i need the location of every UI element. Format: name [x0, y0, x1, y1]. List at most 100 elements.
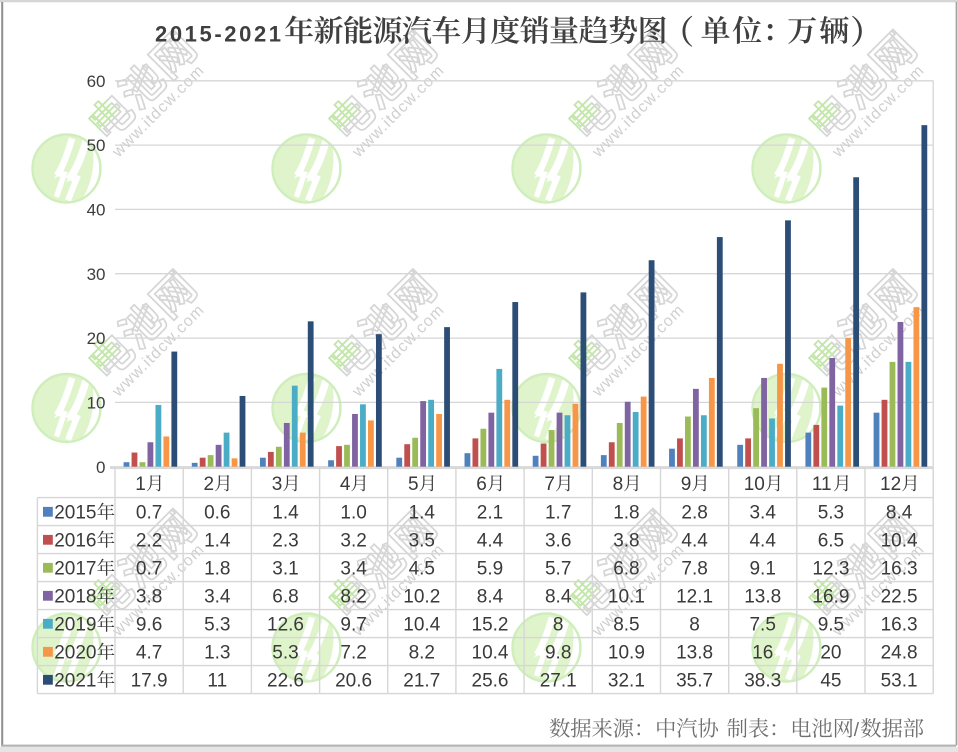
svg-text:2.8: 2.8 — [681, 502, 707, 523]
svg-text:1.4: 1.4 — [272, 502, 299, 523]
svg-text:2016: 2016 — [54, 530, 96, 551]
svg-text:9.8: 9.8 — [545, 642, 571, 663]
svg-text:8.2: 8.2 — [340, 586, 366, 607]
svg-text:4.4: 4.4 — [681, 530, 708, 551]
svg-text:9.6: 9.6 — [136, 614, 162, 635]
svg-text:8.4: 8.4 — [886, 502, 913, 523]
svg-text:8: 8 — [613, 474, 624, 495]
svg-text:60: 60 — [87, 72, 106, 91]
svg-text:38.3: 38.3 — [744, 670, 781, 691]
svg-text:1.0: 1.0 — [340, 502, 366, 523]
svg-text:5.3: 5.3 — [204, 614, 230, 635]
svg-text:1.4: 1.4 — [204, 530, 231, 551]
svg-text:1: 1 — [135, 474, 146, 495]
svg-text:2015-2021: 2015-2021 — [155, 21, 284, 46]
svg-text:16.3: 16.3 — [881, 614, 918, 635]
svg-text:50: 50 — [87, 136, 106, 155]
svg-text:15.2: 15.2 — [472, 614, 509, 635]
svg-text:5.3: 5.3 — [818, 502, 844, 523]
svg-text:8.2: 8.2 — [409, 642, 435, 663]
svg-text:16.9: 16.9 — [812, 586, 849, 607]
svg-text:13.8: 13.8 — [744, 586, 781, 607]
svg-text:3.2: 3.2 — [340, 530, 366, 551]
svg-text:35.7: 35.7 — [676, 670, 713, 691]
svg-text:12.3: 12.3 — [812, 558, 849, 579]
svg-text:6: 6 — [476, 474, 487, 495]
svg-text:3.6: 3.6 — [545, 530, 571, 551]
svg-text:7.2: 7.2 — [340, 642, 366, 663]
svg-text:27.1: 27.1 — [540, 670, 577, 691]
svg-text:12.6: 12.6 — [267, 614, 304, 635]
svg-text:3.4: 3.4 — [749, 502, 776, 523]
svg-text:3.1: 3.1 — [272, 558, 298, 579]
svg-text:2.3: 2.3 — [272, 530, 298, 551]
svg-text:10: 10 — [87, 394, 106, 413]
svg-text:9.7: 9.7 — [340, 614, 366, 635]
svg-text:20.6: 20.6 — [335, 670, 372, 691]
svg-text:1.3: 1.3 — [204, 642, 230, 663]
svg-text:10.2: 10.2 — [403, 586, 440, 607]
svg-text:8: 8 — [553, 614, 564, 635]
svg-text:40: 40 — [87, 201, 106, 220]
svg-text:20: 20 — [820, 642, 841, 663]
svg-text:7.8: 7.8 — [681, 558, 707, 579]
svg-text:0: 0 — [96, 458, 105, 477]
svg-text:10: 10 — [744, 474, 765, 495]
svg-text:0.7: 0.7 — [136, 502, 162, 523]
svg-text:5.3: 5.3 — [272, 642, 298, 663]
svg-text:8: 8 — [689, 614, 700, 635]
svg-text:4.4: 4.4 — [477, 530, 504, 551]
svg-text:45: 45 — [820, 670, 841, 691]
svg-text:7.5: 7.5 — [749, 614, 775, 635]
svg-text:3.4: 3.4 — [340, 558, 367, 579]
svg-text:12: 12 — [880, 474, 901, 495]
svg-text:10.9: 10.9 — [608, 642, 645, 663]
svg-text:2019: 2019 — [54, 614, 96, 635]
svg-text:0.6: 0.6 — [204, 502, 230, 523]
svg-text:2: 2 — [204, 474, 215, 495]
svg-text:5.9: 5.9 — [477, 558, 503, 579]
svg-text:10.4: 10.4 — [472, 642, 509, 663]
svg-text:12.1: 12.1 — [676, 586, 713, 607]
svg-text:6.8: 6.8 — [613, 558, 639, 579]
svg-text:10.4: 10.4 — [881, 530, 918, 551]
svg-text:21.7: 21.7 — [403, 670, 440, 691]
svg-text:3.5: 3.5 — [409, 530, 435, 551]
svg-text:16: 16 — [752, 642, 773, 663]
svg-text:25.6: 25.6 — [472, 670, 509, 691]
svg-text:53.1: 53.1 — [881, 670, 918, 691]
svg-text:8.5: 8.5 — [613, 614, 639, 635]
svg-text:1.8: 1.8 — [613, 502, 639, 523]
svg-text:3: 3 — [272, 474, 283, 495]
svg-text:17.9: 17.9 — [131, 670, 168, 691]
svg-text:16.3: 16.3 — [881, 558, 918, 579]
svg-text:22.5: 22.5 — [881, 586, 918, 607]
svg-text:2015: 2015 — [54, 502, 96, 523]
svg-text:20: 20 — [87, 329, 106, 348]
svg-text:6.8: 6.8 — [272, 586, 298, 607]
svg-text:11: 11 — [207, 670, 227, 691]
svg-text:2.2: 2.2 — [136, 530, 162, 551]
svg-text:8.4: 8.4 — [545, 586, 572, 607]
svg-text:3.4: 3.4 — [204, 586, 231, 607]
svg-text:1.4: 1.4 — [409, 502, 436, 523]
svg-text:11: 11 — [812, 474, 832, 495]
svg-text:32.1: 32.1 — [608, 670, 645, 691]
svg-text:9.1: 9.1 — [749, 558, 775, 579]
svg-text:1.7: 1.7 — [545, 502, 571, 523]
svg-text:3.8: 3.8 — [613, 530, 639, 551]
svg-text:8.4: 8.4 — [477, 586, 504, 607]
svg-text:7: 7 — [544, 474, 555, 495]
svg-text:/: / — [854, 720, 860, 741]
svg-text:5: 5 — [408, 474, 419, 495]
svg-text:30: 30 — [87, 265, 106, 284]
svg-text:9: 9 — [681, 474, 692, 495]
svg-text:2020: 2020 — [54, 642, 96, 663]
svg-text:4.4: 4.4 — [749, 530, 776, 551]
svg-text:10.4: 10.4 — [403, 614, 440, 635]
svg-text:4.5: 4.5 — [409, 558, 435, 579]
svg-text:9.5: 9.5 — [818, 614, 844, 635]
svg-text:4: 4 — [340, 474, 351, 495]
svg-text:24.8: 24.8 — [881, 642, 918, 663]
svg-text:13.8: 13.8 — [676, 642, 713, 663]
